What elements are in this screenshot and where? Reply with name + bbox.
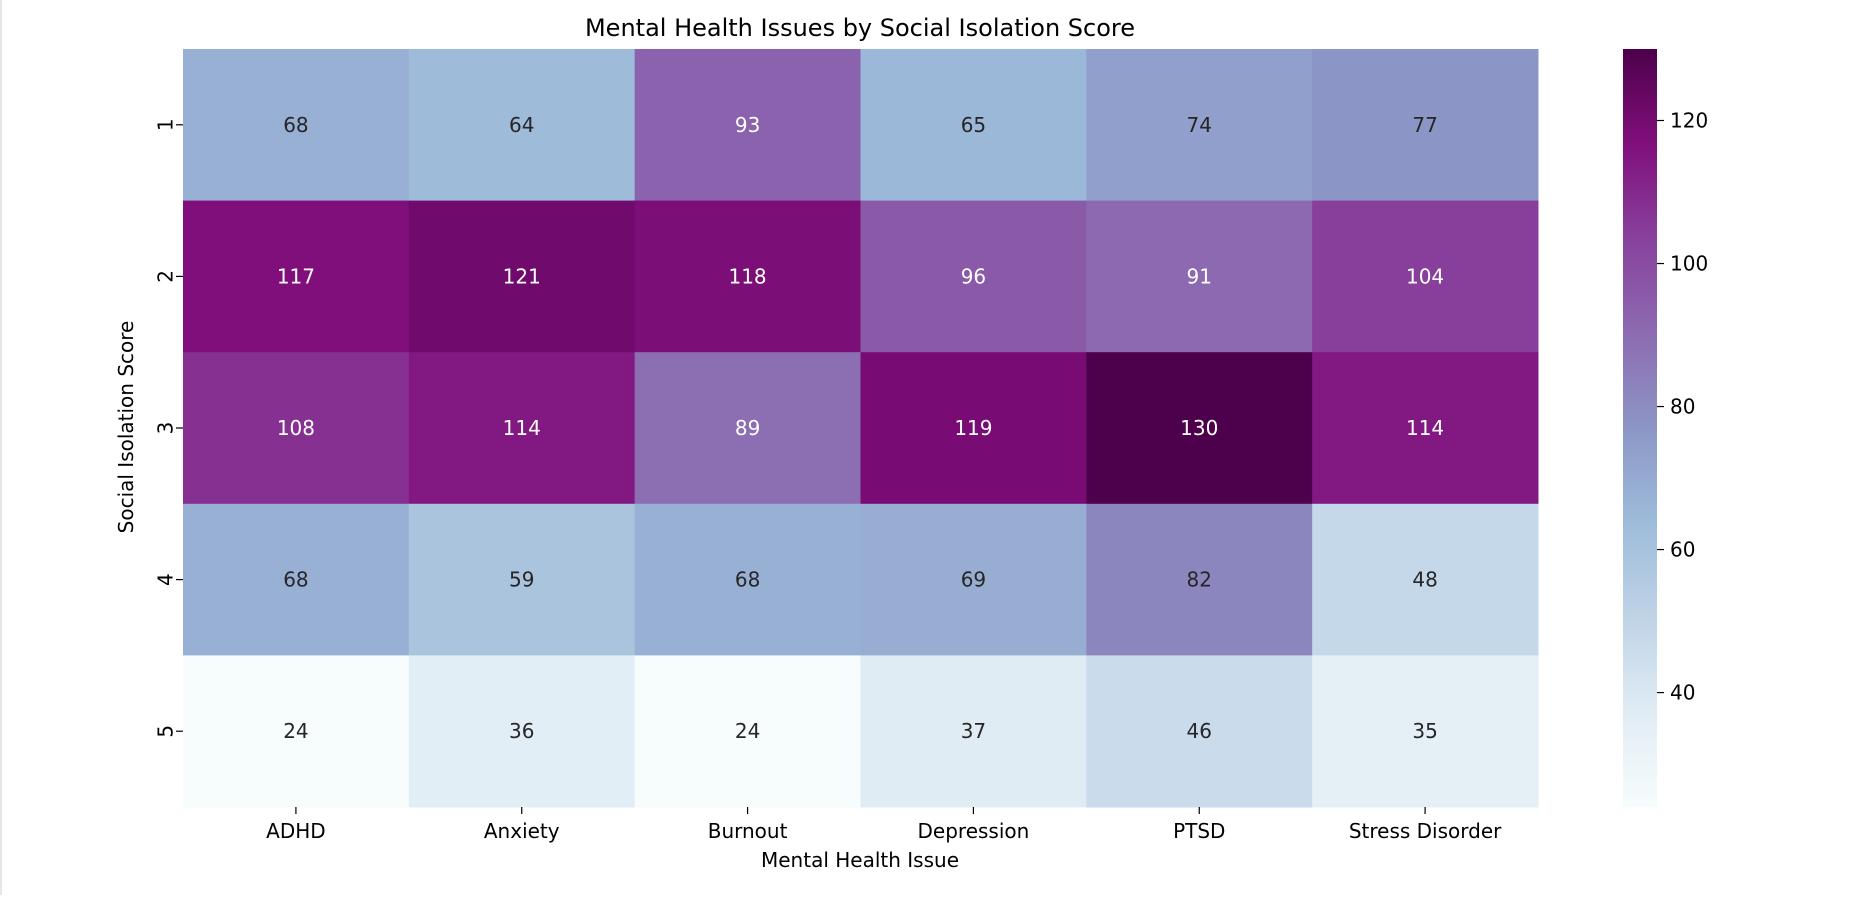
y-tick-label: 4 [154, 573, 178, 586]
cell-value-label: 59 [509, 568, 534, 592]
colorbar-tick-label: 60 [1670, 538, 1695, 562]
cell-value-label: 108 [277, 416, 315, 440]
window-left-border [0, 0, 2, 895]
x-tick-label: ADHD [266, 819, 326, 843]
cell-value-label: 65 [961, 113, 986, 137]
cell-value-label: 117 [277, 264, 315, 288]
x-tick-label: Depression [918, 819, 1030, 843]
cell-value-label: 36 [509, 719, 534, 743]
heatmap-cell [860, 200, 1087, 353]
heatmap-cell [1086, 200, 1313, 353]
heatmap-cell [183, 352, 410, 505]
heatmap-cell [408, 49, 636, 202]
cell-value-label: 74 [1187, 113, 1212, 137]
cell-value-label: 118 [728, 264, 766, 288]
cell-value-label: 114 [1406, 416, 1444, 440]
cell-value-label: 68 [283, 113, 308, 137]
heatmap-cells [183, 49, 1539, 808]
x-tick-label: PTSD [1173, 819, 1225, 843]
cell-value-label: 64 [509, 113, 534, 137]
y-axis: 1 2 3 4 5 [154, 118, 183, 738]
heatmap-cell [1312, 655, 1539, 808]
cell-value-label: 121 [503, 264, 541, 288]
heatmap-cell [183, 503, 410, 656]
heatmap-cell [860, 503, 1087, 656]
colorbar-tick-label: 100 [1670, 252, 1708, 276]
cell-value-label: 89 [735, 416, 760, 440]
cell-value-label: 114 [503, 416, 541, 440]
heatmap-cell [408, 352, 636, 505]
heatmap-cell [1086, 503, 1313, 656]
cell-value-label: 24 [283, 719, 308, 743]
heatmap-cell [1312, 200, 1539, 353]
cell-value-label: 82 [1187, 568, 1212, 592]
cell-value-label: 130 [1180, 416, 1218, 440]
heatmap-cell [1086, 655, 1313, 808]
x-tick-label: Stress Disorder [1349, 819, 1502, 843]
cell-value-label: 91 [1187, 264, 1212, 288]
x-axis: ADHD Anxiety Burnout Depression PTSD Stress D… [266, 807, 1502, 843]
heatmap-cell [634, 655, 861, 808]
cell-value-label: 68 [283, 568, 308, 592]
heatmap-cell [408, 200, 636, 353]
colorbar [1623, 49, 1657, 807]
x-axis-label: Mental Health Issue [761, 848, 959, 872]
colorbar-tick-label: 80 [1670, 395, 1695, 419]
cell-value-label: 69 [961, 568, 986, 592]
colorbar-tick-label: 120 [1670, 109, 1708, 133]
heatmap-cell [183, 49, 410, 202]
x-tick-label: Anxiety [484, 819, 560, 843]
heatmap-cell [1086, 49, 1313, 202]
cell-value-label: 46 [1187, 719, 1212, 743]
cell-value-label: 35 [1412, 719, 1437, 743]
chart-title: Mental Health Issues by Social Isolation… [585, 14, 1135, 42]
heatmap-cell [634, 49, 861, 202]
colorbar-ticks: 40 60 80 100 120 [1657, 109, 1708, 705]
heatmap-cell [1312, 503, 1539, 656]
heatmap-cell [634, 503, 861, 656]
heatmap-cell [183, 655, 410, 808]
colorbar-tick-label: 40 [1670, 681, 1695, 705]
heatmap-cell [860, 655, 1087, 808]
y-tick-label: 2 [154, 270, 178, 283]
cell-value-label: 48 [1412, 568, 1437, 592]
heatmap-cell [408, 655, 636, 808]
cell-value-label: 37 [961, 719, 986, 743]
y-tick-label: 1 [154, 118, 178, 131]
heatmap-cell [1086, 352, 1313, 505]
y-tick-label: 5 [154, 725, 178, 738]
heatmap-cell [860, 49, 1087, 202]
cell-value-label: 24 [735, 719, 760, 743]
heatmap-cell [1312, 352, 1539, 505]
cell-value-label: 104 [1406, 264, 1444, 288]
heatmap-cell [634, 200, 861, 353]
cell-value-label: 93 [735, 113, 760, 137]
cell-value-label: 68 [735, 568, 760, 592]
heatmap-cell [183, 200, 410, 353]
heatmap-cell [1312, 49, 1539, 202]
heatmap-cell [408, 503, 636, 656]
y-tick-label: 3 [154, 422, 178, 435]
y-axis-label: Social Isolation Score [114, 321, 138, 534]
heatmap-cell [860, 352, 1087, 505]
heatmap-cell-labels: 68 64 93 65 74 77 117 121 118 96 91 104 108 114 89 119 1… [277, 113, 1444, 743]
cell-value-label: 119 [954, 416, 992, 440]
cell-value-label: 77 [1412, 113, 1437, 137]
cell-value-label: 96 [961, 264, 986, 288]
heatmap-cell [634, 352, 861, 505]
x-tick-label: Burnout [708, 819, 788, 843]
